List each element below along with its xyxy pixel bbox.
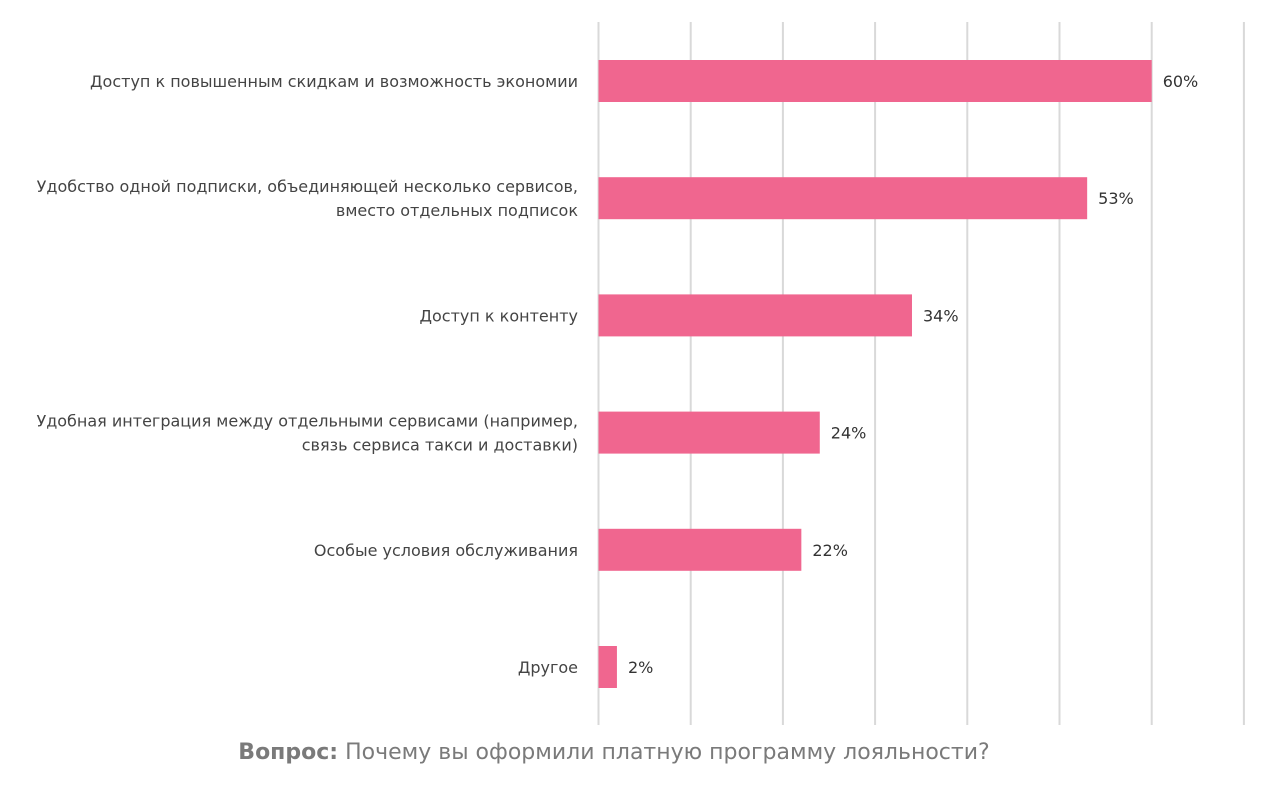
category-label: Доступ к контенту — [420, 306, 579, 325]
category-label: Удобство одной подписки, объединяющей не… — [37, 177, 578, 196]
category-label: вместо отдельных подписок — [336, 201, 578, 220]
caption-text: Почему вы оформили платную программу лоя… — [338, 740, 990, 765]
bar — [598, 294, 912, 337]
bar — [598, 177, 1088, 220]
category-label: Доступ к повышенным скидкам и возможност… — [90, 72, 578, 91]
category-label: Особые условия обслуживания — [314, 541, 578, 560]
data-label: 60% — [1163, 72, 1199, 91]
bar — [598, 60, 1152, 102]
bar — [598, 528, 802, 571]
bar — [598, 411, 820, 454]
data-label: 34% — [923, 306, 959, 325]
category-label: Удобная интеграция между отдельными серв… — [36, 412, 578, 431]
data-label: 22% — [812, 541, 848, 560]
caption-prefix: Вопрос: — [238, 740, 339, 765]
data-label: 53% — [1098, 189, 1134, 208]
data-label: 2% — [628, 658, 653, 677]
bar — [598, 646, 617, 688]
category-label: связь сервиса такси и доставки) — [302, 436, 578, 455]
category-label: Другое — [518, 658, 578, 677]
data-label: 24% — [831, 424, 867, 443]
question-caption: Вопрос: Почему вы оформили платную прогр… — [0, 740, 1228, 765]
